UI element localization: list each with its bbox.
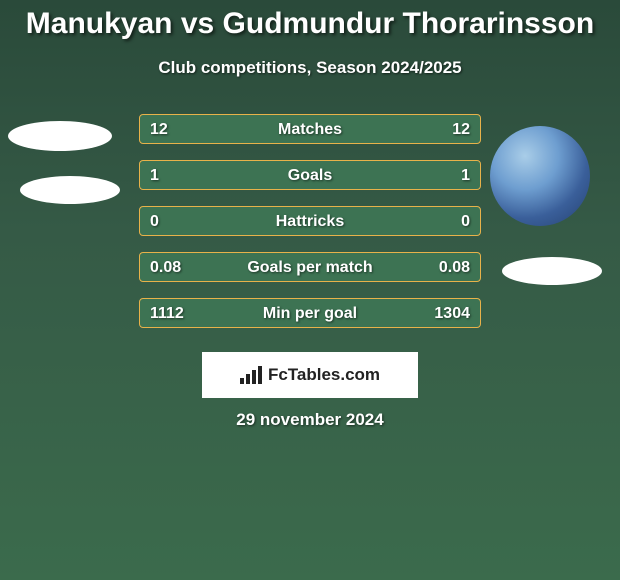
stat-right-value: 0 bbox=[461, 207, 470, 237]
source-badge-text: FcTables.com bbox=[268, 365, 380, 385]
stat-right-value: 1 bbox=[461, 161, 470, 191]
date-text: 29 november 2024 bbox=[0, 410, 620, 430]
stat-right-value: 0.08 bbox=[439, 253, 470, 283]
stat-row-min-per-goal: 1112 Min per goal 1304 bbox=[139, 298, 481, 328]
source-badge: FcTables.com bbox=[202, 352, 418, 398]
player-b-avatar bbox=[502, 257, 602, 285]
stat-label: Goals per match bbox=[247, 253, 372, 283]
stat-row-hattricks: 0 Hattricks 0 bbox=[139, 206, 481, 236]
player-a-avatar-2 bbox=[20, 176, 120, 204]
subtitle: Club competitions, Season 2024/2025 bbox=[0, 58, 620, 78]
stat-label: Hattricks bbox=[276, 207, 344, 237]
bars-icon bbox=[240, 366, 262, 384]
stat-left-value: 0 bbox=[150, 207, 159, 237]
stat-left-value: 12 bbox=[150, 115, 168, 145]
player-a-avatar-1 bbox=[8, 121, 112, 151]
player-b-photo bbox=[490, 126, 590, 226]
stat-row-goals-per-match: 0.08 Goals per match 0.08 bbox=[139, 252, 481, 282]
stat-left-value: 0.08 bbox=[150, 253, 181, 283]
page-title: Manukyan vs Gudmundur Thorarinsson bbox=[0, 0, 620, 40]
stat-right-value: 1304 bbox=[434, 299, 470, 329]
stat-row-matches: 12 Matches 12 bbox=[139, 114, 481, 144]
stat-left-value: 1 bbox=[150, 161, 159, 191]
stat-left-value: 1112 bbox=[150, 299, 184, 329]
stat-right-value: 12 bbox=[452, 115, 470, 145]
stat-label: Min per goal bbox=[263, 299, 357, 329]
comparison-card: Manukyan vs Gudmundur Thorarinsson Club … bbox=[0, 0, 620, 580]
stat-label: Goals bbox=[288, 161, 332, 191]
stat-label: Matches bbox=[278, 115, 342, 145]
stat-row-goals: 1 Goals 1 bbox=[139, 160, 481, 190]
